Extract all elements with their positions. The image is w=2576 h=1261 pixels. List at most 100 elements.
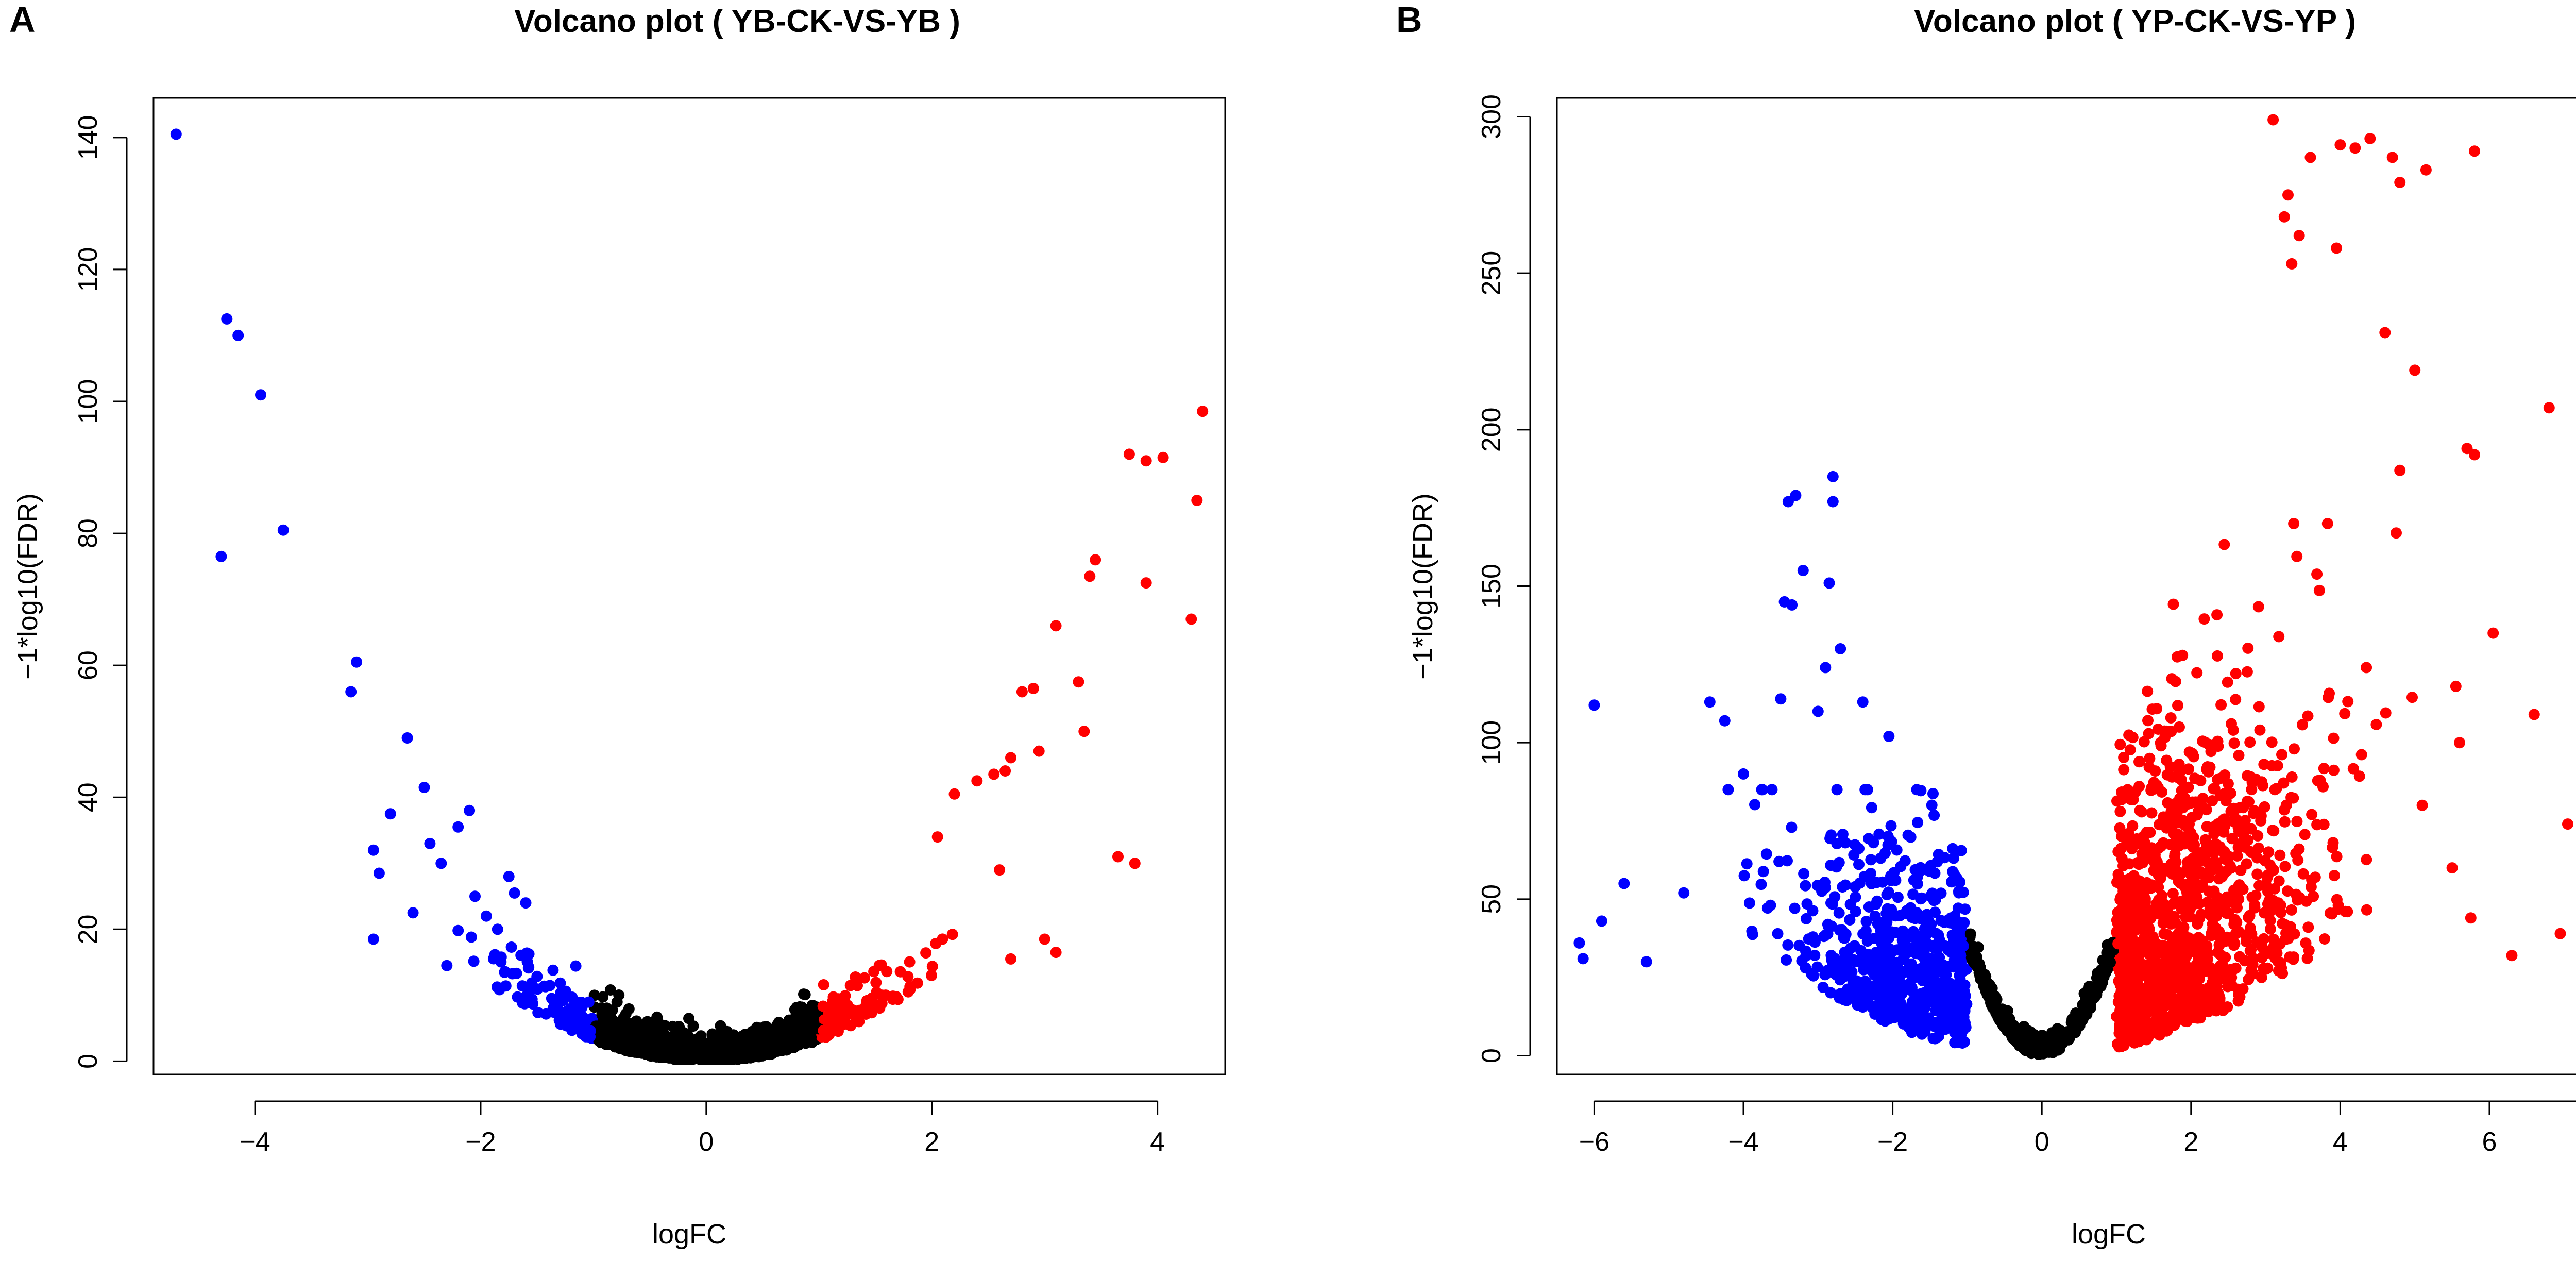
point-up: [2212, 735, 2224, 747]
point-down: [1749, 799, 1760, 811]
point-down: [532, 983, 544, 995]
point-up: [2122, 944, 2134, 956]
point-down: [1869, 1008, 1881, 1020]
point-up: [2223, 851, 2235, 863]
point-up: [2138, 986, 2149, 998]
y-tick-label: 20: [73, 914, 103, 944]
point-up: [2225, 862, 2237, 874]
point-up: [2246, 892, 2258, 903]
point-up: [2132, 1029, 2144, 1041]
point-up: [2226, 718, 2237, 730]
point-down: [1853, 859, 1865, 870]
point-not-significant: [766, 1037, 777, 1048]
point-down: [1935, 887, 1947, 899]
point-up: [2247, 847, 2259, 859]
point-up: [2146, 807, 2158, 819]
point-down: [465, 931, 477, 943]
x-tick-label: −4: [1728, 1127, 1758, 1157]
point-up: [2144, 971, 2156, 983]
point-up: [2176, 921, 2188, 933]
point-down: [1811, 961, 1823, 973]
point-down: [480, 910, 492, 922]
point-up: [2173, 980, 2185, 991]
point-down: [1859, 784, 1871, 796]
point-up: [870, 977, 882, 988]
point-down: [571, 1005, 583, 1017]
point-up: [946, 929, 958, 940]
point-not-significant: [606, 1032, 618, 1044]
point-up: [2279, 861, 2291, 872]
point-down: [1860, 925, 1872, 937]
point-down: [1772, 928, 1784, 939]
point-up: [2272, 760, 2283, 771]
point-up: [2184, 903, 2196, 915]
point-up: [2204, 761, 2216, 773]
point-down: [1931, 856, 1943, 868]
point-up: [2304, 152, 2316, 163]
point-up: [1005, 752, 1016, 764]
point-not-significant: [2090, 986, 2102, 998]
point-not-significant: [1964, 928, 1976, 940]
point-up: [2289, 743, 2300, 755]
point-up: [2386, 152, 2398, 163]
point-down: [491, 981, 503, 993]
point-down: [1876, 876, 1888, 888]
point-up: [2231, 902, 2243, 914]
point-down: [1773, 855, 1785, 867]
point-up: [2201, 821, 2213, 833]
point-up: [2124, 744, 2136, 756]
point-up: [2197, 793, 2209, 804]
point-up: [2370, 719, 2382, 730]
point-down: [1959, 1002, 1971, 1014]
point-not-significant: [737, 1038, 749, 1050]
point-down: [1862, 949, 1874, 961]
point-up: [2279, 816, 2291, 828]
point-down: [1947, 866, 1959, 878]
point-up: [2253, 701, 2265, 713]
point-down: [1743, 897, 1755, 909]
point-not-significant: [753, 1043, 765, 1054]
point-up: [2282, 885, 2294, 897]
point-up: [2121, 906, 2133, 918]
point-down: [1827, 496, 1839, 508]
point-up: [2562, 818, 2573, 830]
panel-a-y-label: −1*log10(FDR): [12, 493, 43, 680]
point-up: [2331, 851, 2343, 863]
point-down: [1861, 935, 1873, 947]
point-up: [1197, 406, 1209, 417]
point-up: [2151, 939, 2163, 951]
point-up: [2203, 739, 2215, 751]
point-down: [1884, 1010, 1896, 1021]
y-tick-label: 300: [1477, 94, 1506, 139]
point-down: [531, 970, 543, 982]
point-up: [1112, 851, 1124, 863]
point-up: [2469, 145, 2480, 157]
point-up: [2297, 719, 2308, 731]
point-down: [505, 941, 517, 953]
point-up: [2198, 613, 2210, 625]
point-not-significant: [629, 1017, 641, 1029]
point-up: [2252, 601, 2264, 613]
point-up: [2153, 993, 2164, 1005]
x-tick-label: 4: [1150, 1127, 1165, 1157]
point-up: [2204, 903, 2216, 915]
point-up: [2116, 915, 2128, 927]
point-up: [2280, 799, 2292, 811]
point-down: [1930, 1004, 1942, 1016]
point-up: [2136, 806, 2147, 818]
point-up: [2231, 850, 2243, 862]
point-up: [2134, 939, 2146, 951]
point-up: [2274, 849, 2286, 861]
point-up: [2195, 909, 2207, 920]
point-up: [2116, 786, 2128, 798]
point-up: [2355, 749, 2367, 761]
point-down: [1782, 855, 1793, 867]
point-down: [1831, 784, 1843, 796]
point-down: [1924, 865, 1935, 877]
point-down: [1800, 913, 1812, 924]
point-up: [2303, 945, 2315, 956]
point-up: [2264, 945, 2276, 957]
point-down: [1845, 943, 1857, 954]
point-down: [221, 313, 233, 325]
